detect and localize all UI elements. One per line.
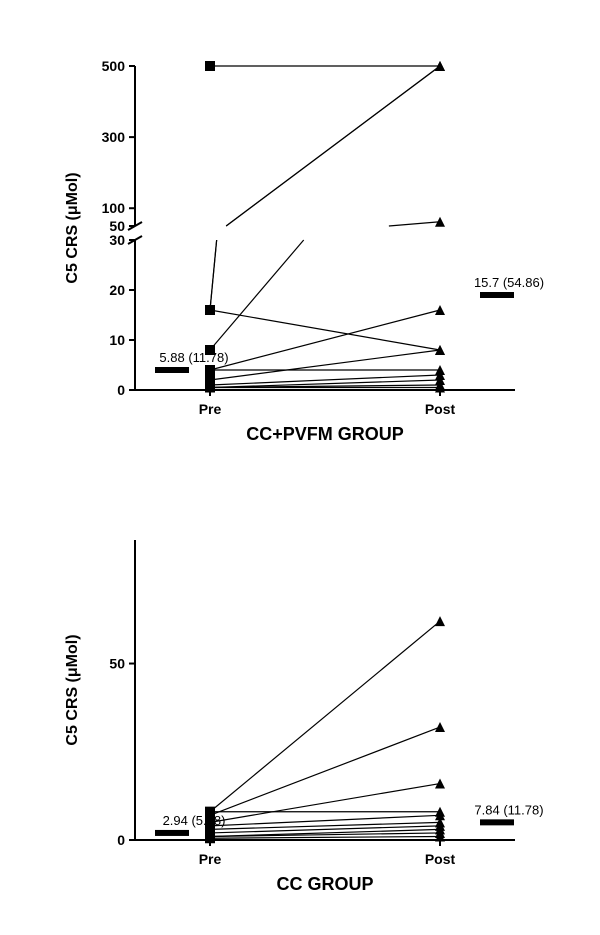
pair-line [210,822,440,829]
median-bar [155,367,189,373]
x-tick-label: Post [425,851,456,867]
top-chart: 0 10 20 3050 100 300 500 Pre Post C5 CRS (μMol) CC… [40,20,560,450]
median-label: 7.84 (11.78) [474,802,543,817]
pair-line [210,826,440,833]
median-label: 2.94 (5.88) [163,813,226,828]
pair-line [210,727,440,815]
pair-line [389,222,440,226]
y-tick-label: 300 [102,129,126,145]
y-tick-label: 30 [109,232,125,248]
y-axis-title: C5 CRS (μMol) [64,172,81,283]
pair-line [210,240,217,310]
y-tick-label: 50 [109,218,125,234]
y-tick-label: 0 [117,382,125,398]
pre-marker [205,305,215,315]
pre-marker [205,365,215,375]
pair-line [210,836,440,838]
x-tick-label: Pre [199,401,222,417]
y-tick-label: 10 [109,332,125,348]
figure-page: 010203050100300500PrePostC5 CRS (μMol)CC… [0,0,600,935]
median-bar [480,819,514,825]
median-bar [480,292,514,298]
pair-line [210,310,440,370]
post-marker [435,722,445,732]
median-label: 5.88 (11.78) [159,350,228,365]
panel-top: 0 10 20 3050 100 300 500 Pre Post C5 CRS (μMol) CC… [40,20,560,450]
post-marker [435,616,445,626]
pair-line [210,350,440,380]
pre-marker [205,61,215,71]
pre-marker [205,833,215,843]
y-tick-label: 500 [102,58,126,74]
median-label: 15.7 (54.86) [474,275,544,290]
x-axis-title: CC+PVFM GROUP [246,424,404,444]
pre-marker [205,383,215,393]
pair-line [226,66,440,226]
post-marker [435,305,445,315]
y-axis-title: C5 CRS (μMol) [64,634,81,745]
pair-line [210,240,304,350]
panel-bottom: 0 50 Pre Post C5 CRS (μMol) CC GROUP 2.94 (5.8… [40,520,560,920]
y-tick-label: 100 [102,200,126,216]
y-tick-label: 0 [117,832,125,848]
x-tick-label: Post [425,401,456,417]
x-tick-label: Pre [199,851,222,867]
pair-line [210,310,440,350]
median-bar [155,830,189,836]
pair-line [210,621,440,812]
bottom-chart: 0 50 Pre Post C5 CRS (μMol) CC GROUP 2.94 (5.8… [40,520,560,920]
y-tick-label: 20 [109,282,125,298]
y-tick-label: 50 [109,656,125,672]
x-axis-title: CC GROUP [276,874,373,894]
